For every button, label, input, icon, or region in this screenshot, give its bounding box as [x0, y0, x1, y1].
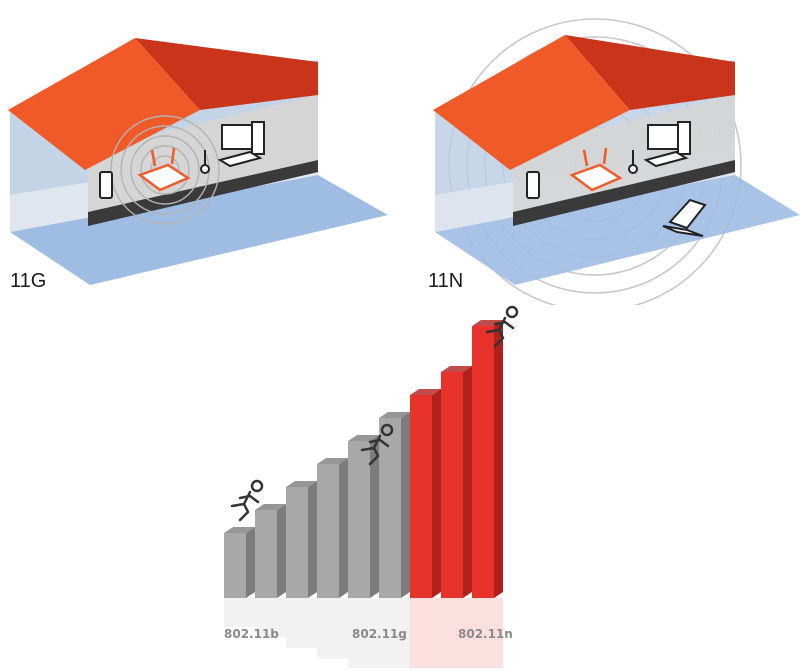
bar-side	[432, 389, 441, 598]
house-label-11g: 11G	[10, 270, 47, 292]
bar-top	[286, 481, 317, 487]
bar-reflection	[224, 598, 255, 628]
speed-bar	[286, 487, 308, 598]
bar-top	[255, 504, 286, 510]
thermometer-icon	[628, 150, 638, 174]
bar-top	[317, 458, 348, 464]
bar-side	[308, 481, 317, 598]
label-802-11n: 802.11n	[458, 627, 513, 641]
desktop-computer-icon	[643, 121, 691, 168]
bar-side	[277, 504, 286, 598]
bar-reflection	[348, 598, 379, 668]
roof-left	[433, 35, 630, 170]
speed-chart: 802.11b 802.11g 802.11n	[224, 305, 519, 668]
router-icon	[569, 147, 623, 192]
bar-reflection	[410, 598, 441, 668]
house-11g-illustration	[8, 38, 388, 285]
laptop-icon	[662, 198, 707, 237]
bar-side	[370, 435, 379, 598]
speed-bar	[255, 510, 277, 598]
phone-icon	[99, 171, 113, 199]
bar-top	[379, 412, 410, 418]
interior-wall-front	[513, 160, 735, 226]
speed-bars	[224, 320, 503, 668]
speed-bar	[317, 464, 339, 598]
thermometer-icon	[200, 150, 210, 174]
house-label-11n: 11N	[428, 270, 464, 292]
bar-reflection	[472, 598, 503, 668]
bar-reflection	[317, 598, 348, 659]
bar-reflection	[255, 598, 286, 638]
phone-icon	[526, 171, 540, 199]
bar-top	[348, 435, 379, 441]
label-802-11b: 802.11b	[224, 627, 279, 641]
house-11n-illustration	[433, 18, 800, 305]
bar-top	[441, 366, 472, 372]
roof-left	[8, 38, 200, 170]
runner-icon-fast	[485, 305, 519, 348]
floor-plane	[435, 175, 800, 285]
speed-bar	[379, 418, 401, 598]
bar-top	[410, 389, 441, 395]
roof-right	[565, 35, 735, 110]
bar-top	[224, 527, 255, 533]
runner-icon-medium	[360, 423, 394, 466]
router-icon	[137, 147, 191, 192]
bar-side	[494, 320, 503, 598]
bar-reflection	[379, 598, 410, 668]
speed-bar	[410, 395, 432, 598]
speed-bar	[224, 533, 246, 598]
bar-reflection	[441, 598, 472, 668]
speed-bar	[472, 326, 494, 598]
bar-side	[246, 527, 255, 598]
roof-right	[135, 38, 318, 110]
runner-icon-slow	[230, 479, 264, 522]
label-802-11g: 802.11g	[352, 627, 407, 641]
desktop-computer-icon	[217, 121, 265, 168]
floor-plane	[10, 175, 388, 285]
bar-reflection	[286, 598, 317, 648]
bar-side	[401, 412, 410, 598]
bar-side	[463, 366, 472, 598]
bar-side	[339, 458, 348, 598]
speed-bar	[348, 441, 370, 598]
speed-bar	[441, 372, 463, 598]
